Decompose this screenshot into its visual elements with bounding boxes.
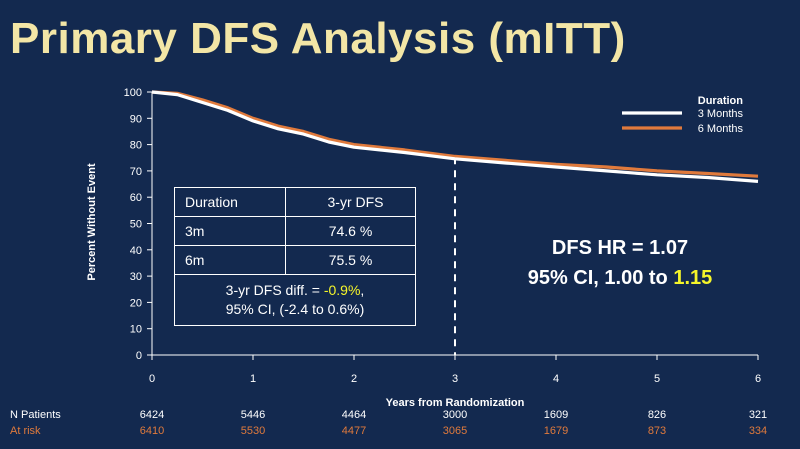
x-tick-label: 2 <box>351 373 357 385</box>
at-risk-value: 321 <box>748 409 768 421</box>
x-tick-label: 6 <box>755 373 761 385</box>
hr-ci-prefix: 95% CI, 1.00 to <box>527 267 674 289</box>
y-tick-label: 100 <box>124 87 142 99</box>
hr-line2: 95% CI, 1.00 to 1.15 <box>470 263 770 293</box>
y-tick-label: 60 <box>130 192 142 204</box>
series-line-6-months <box>151 90 759 178</box>
at-risk-value: 5446 <box>240 409 266 421</box>
legend-title: Duration <box>698 95 744 107</box>
at-risk-value: 4477 <box>341 425 367 437</box>
x-axis-label: Years from Randomization <box>386 397 525 409</box>
y-tick-label: 20 <box>130 297 142 309</box>
diff-suffix: , <box>360 282 365 298</box>
table-row: 3m 74.6 % <box>174 216 416 246</box>
at-risk-value: 6424 <box>139 409 165 421</box>
y-tick-label: 70 <box>130 166 142 178</box>
table-header-dfs: 3-yr DFS <box>285 187 416 217</box>
at-risk-value: 1609 <box>543 409 569 421</box>
hr-ci-upper: 1.15 <box>673 267 713 289</box>
risk-label-n-patients: N Patients <box>10 409 61 421</box>
y-tick-label: 0 <box>136 350 142 362</box>
series-line-3-months <box>151 90 759 183</box>
table-cell: 6m <box>174 245 286 275</box>
x-tick-label: 0 <box>149 373 155 385</box>
table-cell: 3m <box>174 216 286 246</box>
hr-line1: DFS HR = 1.07 <box>551 237 689 259</box>
diff-ci: 95% CI, (-2.4 to 0.6%) <box>225 301 365 317</box>
at-risk-value: 6410 <box>139 425 165 437</box>
y-axis-label: Percent Without Event <box>86 163 98 281</box>
y-tick-label: 90 <box>130 113 142 125</box>
x-tick-label: 5 <box>654 373 660 385</box>
y-tick-label: 40 <box>130 245 142 257</box>
y-tick-label: 80 <box>130 140 142 152</box>
at-risk-value: 826 <box>647 409 667 421</box>
slide-title: Primary DFS Analysis (mITT) <box>10 14 626 63</box>
table-header-duration: Duration <box>174 187 286 217</box>
diff-value: -0.9% <box>323 282 361 298</box>
dfs-table: Duration 3-yr DFS 3m 74.6 % 6m 75.5 % 3-… <box>174 187 416 326</box>
table-cell: 75.5 % <box>285 245 416 275</box>
y-tick-label: 50 <box>130 219 142 231</box>
legend-entry: 3 Months <box>698 108 744 120</box>
x-tick-label: 3 <box>452 373 458 385</box>
x-tick-label: 1 <box>250 373 256 385</box>
at-risk-value: 5530 <box>240 425 266 437</box>
y-tick-label: 10 <box>130 324 142 336</box>
y-tick-label: 30 <box>130 271 142 283</box>
at-risk-value: 1679 <box>543 425 569 437</box>
at-risk-value: 334 <box>748 425 768 437</box>
x-tick-label: 4 <box>553 373 559 385</box>
at-risk-value: 3000 <box>442 409 468 421</box>
diff-prefix: 3-yr DFS diff. = <box>225 282 324 298</box>
hazard-ratio: DFS HR = 1.07 95% CI, 1.00 to 1.15 <box>470 233 770 293</box>
risk-label-at-risk: At risk <box>10 425 41 437</box>
table-cell: 74.6 % <box>285 216 416 246</box>
at-risk-value: 3065 <box>442 425 468 437</box>
legend-entry: 6 Months <box>698 123 744 135</box>
table-row: 6m 75.5 % <box>174 245 416 275</box>
at-risk-value: 873 <box>647 425 667 437</box>
dfs-difference: 3-yr DFS diff. = -0.9%, 95% CI, (-2.4 to… <box>174 274 416 326</box>
at-risk-value: 4464 <box>341 409 367 421</box>
